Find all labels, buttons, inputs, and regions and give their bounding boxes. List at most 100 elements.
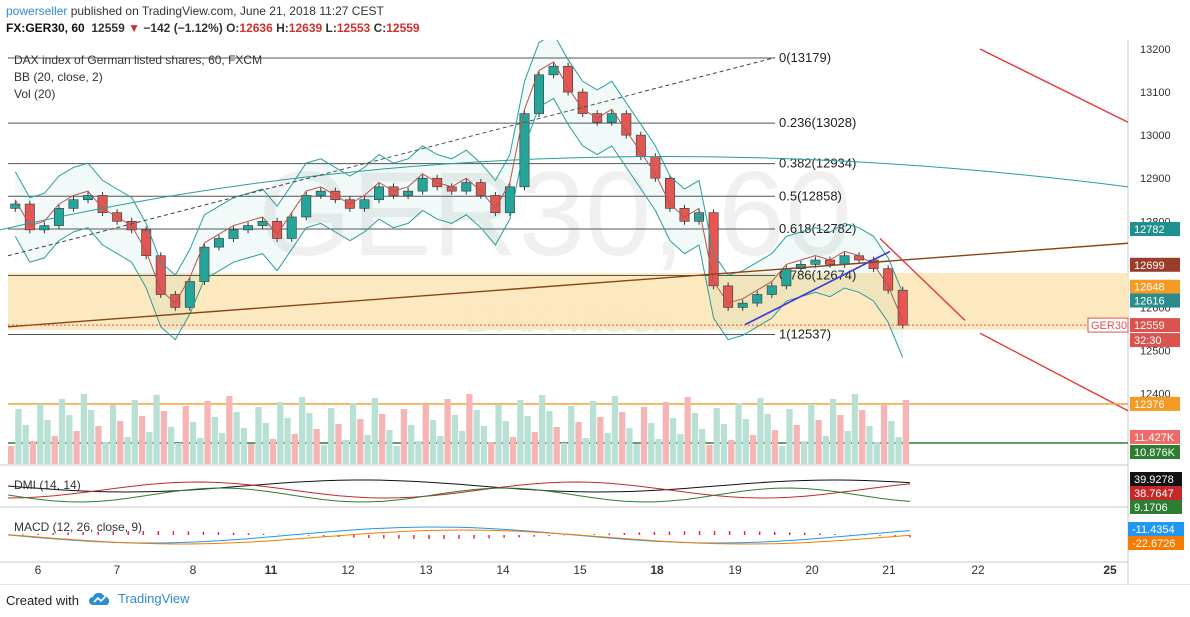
- dmi-badge: [1130, 472, 1182, 486]
- created-with-text: Created with: [6, 593, 79, 608]
- volume-bar: [400, 409, 408, 464]
- volume-bar: [298, 397, 306, 464]
- volume-bar: [15, 409, 22, 464]
- volume-bar: [728, 440, 735, 464]
- time-tick: 18: [650, 563, 664, 577]
- time-tick: 14: [496, 563, 510, 577]
- high-label: H:: [276, 21, 289, 35]
- volume-bar: [786, 409, 793, 464]
- volume-bar: [408, 425, 415, 464]
- volume-bar: [255, 407, 262, 464]
- time-tick: 8: [190, 563, 197, 577]
- volume-bar: [742, 419, 749, 464]
- volume-bar: [837, 415, 844, 464]
- volume-bar: [706, 445, 713, 464]
- ohlc-line: FX:GER30, 60 12559 ▼ −142 (−1.12%) O:126…: [6, 21, 420, 35]
- volume-bar: [640, 407, 648, 464]
- low-value: 12553: [336, 21, 371, 35]
- candle-body: [83, 195, 93, 201]
- volume-bar: [58, 399, 66, 464]
- publish-line: powerseller published on TradingView.com…: [6, 4, 384, 18]
- volume-bar: [735, 403, 742, 464]
- time-tick: 21: [882, 563, 896, 577]
- price-tick: 12900: [1140, 173, 1171, 185]
- volume-bar: [509, 437, 517, 464]
- volume-bar: [146, 432, 153, 464]
- time-tick: 20: [805, 563, 819, 577]
- volume-bar: [822, 436, 829, 464]
- price-badge: [1130, 293, 1180, 308]
- candle-body: [490, 195, 501, 213]
- volume-bar: [182, 406, 189, 464]
- candle-body: [461, 182, 472, 192]
- symbol-tag-text: GER30: [1091, 320, 1127, 332]
- volume-bar: [88, 410, 95, 464]
- price-tick: 13000: [1140, 130, 1171, 142]
- volume-bar: [429, 420, 437, 464]
- macd-badge-text: -22.6726: [1132, 538, 1175, 550]
- volume-bar: [444, 399, 451, 464]
- volume-bar: [8, 446, 15, 464]
- macd-line: [7, 526, 911, 544]
- macd-label: MACD (12, 26, close, 9): [14, 520, 142, 534]
- time-tick: 12: [341, 563, 355, 577]
- volume-bar: [764, 414, 771, 464]
- price-badge: [1130, 445, 1180, 459]
- change-arrow-icon: ▼: [128, 21, 140, 35]
- candle-body: [68, 199, 79, 209]
- candle-body: [897, 289, 908, 326]
- low-label: L:: [325, 21, 337, 35]
- candle-body: [737, 302, 748, 308]
- volume-bar: [720, 424, 728, 464]
- fib-label: 0(13179): [779, 50, 831, 65]
- candle-body: [257, 220, 268, 226]
- price-chart[interactable]: GER30, 60 DAX Index 0(13179)0.236(13028)…: [0, 40, 1190, 584]
- volume-bar: [669, 418, 677, 464]
- fib-label: 0.382(12934): [779, 156, 856, 171]
- legend-title: DAX index of German listed shares, 60, F…: [14, 53, 262, 67]
- volume-bar: [713, 408, 720, 464]
- price-badge-text: 12559: [1134, 320, 1165, 332]
- candle-body: [97, 195, 108, 213]
- volume-bar: [546, 411, 553, 464]
- volume-bar: [102, 442, 109, 464]
- candle-body: [359, 199, 370, 209]
- price-badge: [1130, 333, 1180, 348]
- support-trendline: [7, 242, 1129, 328]
- volume-bar: [677, 434, 684, 464]
- volume-bar: [240, 428, 248, 464]
- watermark-symbol: GER30, 60: [258, 147, 852, 281]
- volume-bar: [342, 440, 349, 464]
- time-tick: 25: [1103, 563, 1117, 577]
- price-badge-text: 10.876K: [1134, 447, 1176, 459]
- symbol-label: FX:GER30, 60: [6, 21, 85, 35]
- open-value: 12636: [239, 21, 273, 35]
- price-tick: 12500: [1140, 345, 1171, 357]
- dmi-minus-line: [7, 487, 911, 503]
- volume-bar: [851, 394, 859, 464]
- price-tick: 13100: [1140, 87, 1171, 99]
- volume-bar: [539, 395, 546, 464]
- volume-bar: [422, 404, 429, 464]
- volume-bar: [109, 405, 117, 464]
- volume-bar: [269, 439, 277, 464]
- time-tick: 7: [114, 563, 121, 577]
- time-tick: 6: [35, 563, 42, 577]
- volume-bar: [524, 416, 531, 464]
- volume-bar: [357, 419, 364, 464]
- volume-bar: [44, 420, 51, 464]
- volume-bar: [204, 401, 211, 464]
- legend-bb: BB (20, close, 2): [14, 70, 103, 84]
- price-change: −142 (−1.12%): [143, 21, 223, 35]
- volume-bar: [531, 432, 539, 464]
- volume-bar: [517, 400, 524, 464]
- tradingview-link[interactable]: TradingView: [88, 591, 190, 606]
- candle-body: [374, 186, 384, 201]
- price-badge-text: 32:30: [1134, 335, 1162, 347]
- volume-bar: [619, 412, 626, 464]
- author-link[interactable]: powerseller: [6, 4, 68, 18]
- cloud-logo-icon: [89, 592, 109, 605]
- volume-bar: [124, 437, 131, 464]
- time-tick: 11: [265, 563, 278, 577]
- price-badge: [1130, 430, 1180, 444]
